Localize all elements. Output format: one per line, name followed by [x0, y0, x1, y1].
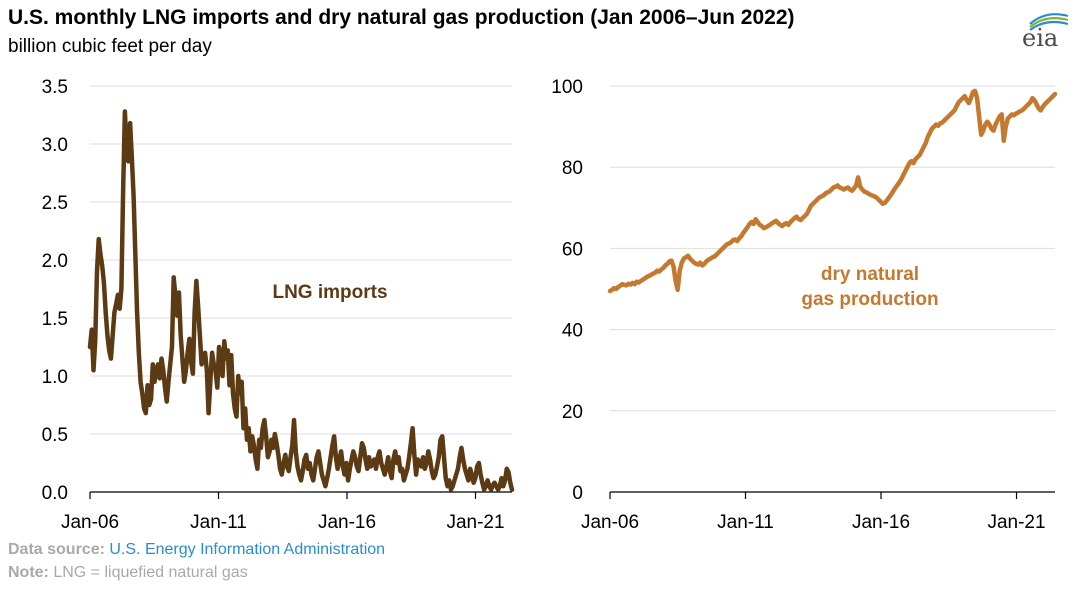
lng-y-tick-label: 2.0 — [42, 251, 68, 272]
prod-x-tick-label: Jan-16 — [852, 512, 910, 533]
lng-imports-annotation: LNG imports — [272, 282, 387, 303]
lng-x-tick-label: Jan-21 — [446, 512, 504, 533]
lng-x-tick-label: Jan-16 — [318, 512, 376, 533]
lng-imports-chart: 0.0 0.5 1.0 1.5 2.0 2.5 3.0 3.5 Jan-06 Jan-11 Jan… — [42, 77, 515, 533]
dry-gas-production-series-line — [607, 88, 1058, 294]
eia-logo-text: eia — [1022, 24, 1059, 52]
footnote: Note: LNG = liquefied natural gas — [8, 564, 248, 582]
prod-x-tick-label: Jan-11 — [717, 512, 774, 533]
chart-subtitle: billion cubic feet per day — [8, 36, 212, 57]
lng-y-tick-label: 0.0 — [42, 483, 68, 504]
note-text: LNG = liquefied natural gas — [53, 564, 248, 581]
prod-y-tick-label: 40 — [562, 321, 583, 342]
prod-y-tick-label: 20 — [562, 402, 583, 423]
charts-area: 0.0 0.5 1.0 1.5 2.0 2.5 3.0 3.5 Jan-06 Jan-11 Jan… — [42, 77, 1058, 533]
data-source-label: Data source: — [8, 541, 105, 558]
lng-imports-series-line — [87, 109, 515, 492]
prod-y-tick-label: 100 — [551, 77, 583, 98]
lng-y-tick-label: 3.0 — [42, 135, 68, 156]
lng-y-tick-label: 3.5 — [42, 77, 68, 98]
dry-gas-production-annotation-line2: gas production — [801, 289, 938, 310]
lng-y-tick-label: 1.5 — [42, 309, 68, 330]
eia-logo[interactable]: eia — [1016, 8, 1072, 54]
prod-x-tick-label: Jan-21 — [987, 512, 1045, 533]
eia-swoosh-icon — [1029, 13, 1069, 31]
lng-x-tick-label: Jan-06 — [61, 512, 119, 533]
chart-title: U.S. monthly LNG imports and dry natural… — [8, 6, 795, 29]
lng-x-tick-label: Jan-11 — [190, 512, 247, 533]
prod-y-tick-label: 60 — [562, 239, 583, 260]
lng-y-tick-label: 2.5 — [42, 193, 68, 214]
prod-y-tick-label: 0 — [572, 483, 583, 504]
dry-gas-production-chart: 0 20 40 60 80 100 Jan-06 Jan-11 Jan-16 Jan-21 dr… — [551, 77, 1058, 533]
lng-y-tick-label: 0.5 — [42, 425, 68, 446]
lng-y-tick-label: 1.0 — [42, 367, 68, 388]
data-source-note: Data source: U.S. Energy Information Adm… — [8, 541, 385, 559]
note-label: Note: — [8, 564, 49, 581]
dry-gas-production-annotation-line1: dry natural — [821, 264, 919, 285]
data-source-link[interactable]: U.S. Energy Information Administration — [109, 541, 386, 558]
prod-x-tick-label: Jan-06 — [581, 512, 639, 533]
prod-y-tick-label: 80 — [562, 158, 583, 179]
